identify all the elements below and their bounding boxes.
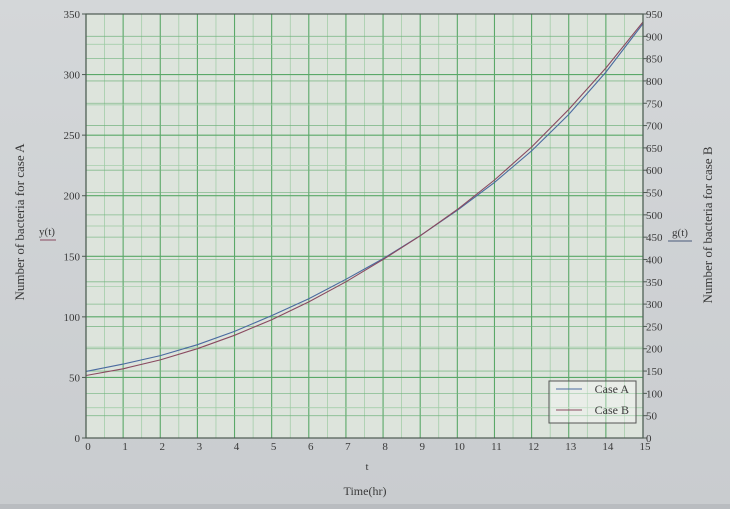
x-tick-label: 10 [454, 441, 466, 453]
right-tick-label: 950 [646, 9, 663, 21]
right-tick-label: 300 [646, 299, 663, 311]
x-axis-title: Time(hr) [344, 484, 387, 498]
series-layer [85, 21, 644, 377]
x-tick-label: 9 [419, 441, 425, 453]
right-axis-symbol: g(t) [672, 227, 688, 239]
x-tick-label: 6 [308, 441, 314, 453]
right-tick-label: 900 [646, 31, 663, 43]
x-tick-label: 4 [234, 441, 240, 453]
x-tick-label: 13 [565, 441, 577, 453]
x-tick-label: 2 [160, 441, 166, 453]
series-line-case-a [85, 23, 644, 372]
legend-label-case-a: Case A [595, 382, 630, 396]
x-tick-label: 15 [640, 441, 652, 453]
right-tick-label: 150 [646, 366, 663, 378]
x-tick-label: 5 [271, 441, 277, 453]
right-axis-ticks: 0 50 100 150 200 250 300 350 400 450 500 550 600 650 7… [643, 9, 663, 445]
right-tick-label: 350 [646, 277, 663, 289]
left-tick-label: 100 [64, 312, 81, 324]
left-tick-label: 250 [64, 130, 81, 142]
right-tick-label: 600 [646, 165, 663, 177]
x-tick-label: 14 [602, 441, 614, 453]
left-tick-label: 350 [64, 9, 81, 21]
right-axis-title: Number of bacteria for case B [700, 146, 715, 303]
plot-frame [85, 13, 644, 439]
right-tick-label: 250 [646, 321, 663, 333]
x-tick-label: 1 [122, 441, 128, 453]
x-tick-label: 8 [382, 441, 388, 453]
x-tick-label: 3 [197, 441, 203, 453]
right-tick-label: 400 [646, 254, 663, 266]
right-tick-label: 500 [646, 210, 663, 222]
right-tick-label: 450 [646, 232, 663, 244]
legend-box [548, 380, 637, 424]
x-tick-label: 11 [491, 441, 502, 453]
x-tick-label: 0 [85, 441, 91, 453]
right-tick-label: 700 [646, 121, 663, 133]
x-axis-symbol: t [365, 461, 368, 473]
left-axis-symbol: y(t) [39, 226, 55, 238]
right-tick-label: 850 [646, 54, 663, 66]
left-tick-label: 150 [64, 251, 81, 263]
left-tick-label: 0 [75, 433, 81, 445]
right-tick-label: 550 [646, 188, 663, 200]
right-tick-label: 800 [646, 76, 663, 88]
right-tick-label: 650 [646, 143, 663, 155]
right-tick-label: 100 [646, 388, 663, 400]
right-tick-label: 750 [646, 98, 663, 110]
legend-label-case-b: Case B [595, 403, 629, 417]
right-tick-label: 0 [646, 433, 652, 445]
x-axis-ticks: 0 1 2 3 4 5 6 7 8 9 10 11 12 13 14 15 [85, 441, 651, 453]
right-tick-label: 200 [646, 344, 663, 356]
right-tick-label: 50 [646, 411, 658, 423]
series-line-case-b [85, 21, 644, 377]
left-axis-ticks: 0 50 100 150 200 250 300 350 [64, 9, 86, 445]
left-tick-label: 50 [69, 372, 81, 384]
x-tick-label: 12 [528, 441, 539, 453]
legend: Case A Case B [548, 380, 637, 424]
left-axis-title: Number of bacteria for case A [12, 143, 27, 301]
left-tick-label: 300 [64, 70, 81, 82]
x-tick-label: 7 [345, 441, 351, 453]
left-tick-label: 200 [64, 191, 81, 203]
